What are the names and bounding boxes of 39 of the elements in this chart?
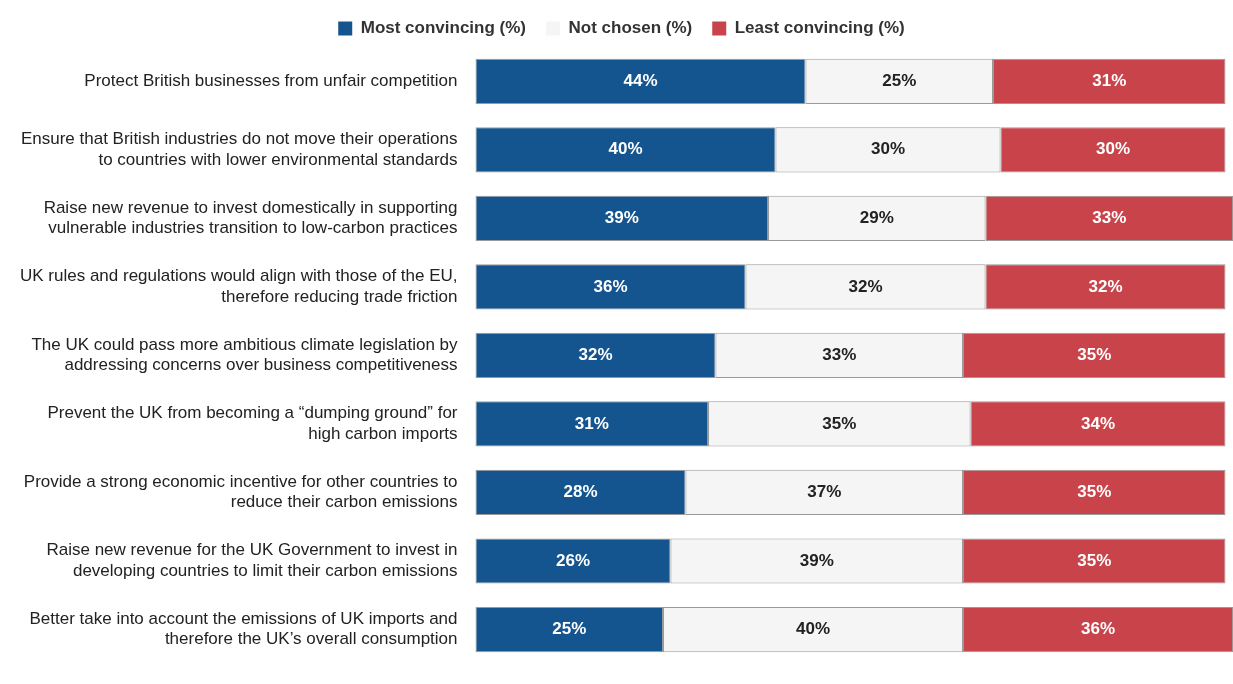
data-label: 31% bbox=[1092, 70, 1127, 90]
data-label: 33% bbox=[1092, 208, 1127, 228]
data-label: 37% bbox=[807, 482, 842, 502]
y-tick-label: UK rules and regulations would align with those of the EU, therefore reducing trade friction bbox=[19, 266, 458, 306]
data-label: 40% bbox=[796, 619, 831, 639]
data-label: 25% bbox=[882, 70, 917, 90]
y-tick-label: Better take into account the emissions of UK imports and therefore the UK’s overall consumption bbox=[29, 609, 458, 649]
data-label: 40% bbox=[608, 139, 643, 159]
y-tick-label: Prevent the UK from becoming a “dumping ground” for high carbon imports bbox=[47, 403, 458, 443]
data-label: 25% bbox=[552, 619, 587, 639]
data-label: 32% bbox=[578, 345, 613, 365]
y-tick-label: Raise new revenue for the UK Government to invest in developing countries to limit their carbon emissions bbox=[46, 540, 458, 580]
data-label: 30% bbox=[871, 139, 906, 159]
data-label: 31% bbox=[574, 413, 609, 433]
data-label: 35% bbox=[822, 413, 857, 433]
data-label: 36% bbox=[1080, 619, 1116, 639]
y-tick-label: The UK could pass more ambitious climate legislation by addressing concerns over business competitiveness bbox=[31, 334, 459, 375]
data-label: 39% bbox=[604, 208, 639, 228]
data-label: 35% bbox=[1077, 482, 1112, 502]
data-label: 30% bbox=[1095, 139, 1131, 159]
legend-label: Most convincing (%) bbox=[360, 18, 527, 38]
data-label: 39% bbox=[799, 550, 834, 570]
data-label: 32% bbox=[848, 276, 883, 296]
data-label: 26% bbox=[556, 550, 591, 570]
y-tick-label: Raise new revenue to invest domestically in supporting vulnerable industries transition to low-carbon practices bbox=[43, 197, 458, 238]
data-label: 29% bbox=[859, 208, 894, 228]
data-label: 36% bbox=[593, 276, 628, 296]
legend-label: Not chosen (%) bbox=[568, 18, 693, 38]
data-label: 35% bbox=[1077, 550, 1112, 570]
y-tick-label: Provide a strong economic incentive for other countries to reduce their carbon emissions bbox=[23, 471, 458, 512]
data-label: 44% bbox=[623, 70, 658, 90]
data-label: 34% bbox=[1080, 413, 1116, 433]
legend-label: Least convincing (%) bbox=[734, 18, 905, 38]
data-label: 32% bbox=[1088, 276, 1123, 296]
data-label: 35% bbox=[1077, 345, 1112, 365]
y-tick-label: Protect British businesses from unfair competition bbox=[84, 70, 458, 90]
data-label: 33% bbox=[822, 345, 857, 365]
y-tick-label: Ensure that British industries do not move their operations to countries with lower environmental standards bbox=[20, 129, 458, 169]
data-label: 28% bbox=[563, 482, 598, 502]
